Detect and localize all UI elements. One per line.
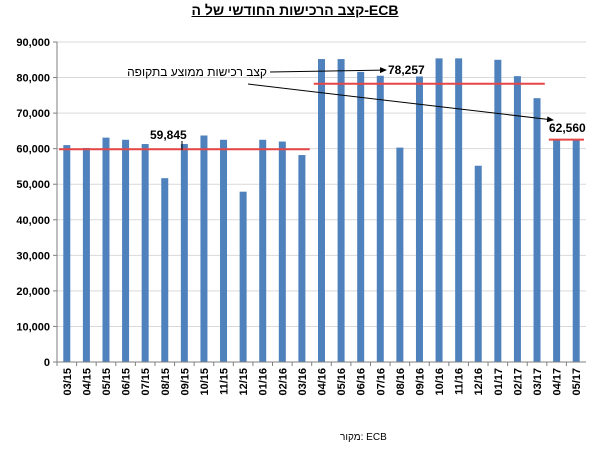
- x-tick-label: 02/16: [277, 368, 289, 396]
- bar: [82, 147, 90, 362]
- x-tick-label: 07/15: [140, 368, 152, 396]
- bar: [122, 139, 130, 362]
- average-lines: [59, 82, 584, 151]
- y-tick-label: 50,000: [16, 179, 50, 191]
- bars: [63, 58, 580, 363]
- x-tick-label: 11/15: [219, 368, 231, 395]
- y-tick-label: 70,000: [16, 108, 50, 120]
- y-tick-label: 30,000: [16, 250, 50, 262]
- x-tick-label: 12/15: [238, 368, 250, 396]
- x-tick-label: 03/15: [62, 368, 74, 396]
- annotation-arrow: [247, 83, 554, 123]
- bar: [318, 59, 325, 363]
- x-tick-label: 12/16: [473, 368, 485, 396]
- bar: [357, 71, 365, 362]
- bar: [337, 59, 345, 363]
- bar: [435, 58, 443, 362]
- x-tick-label: 03/17: [532, 368, 544, 396]
- x-tick-label: 01/16: [258, 368, 270, 396]
- y-tick-label: 10,000: [16, 321, 50, 333]
- y-tick-label: 90,000: [16, 37, 50, 49]
- bar: [455, 58, 463, 362]
- x-tick-label: 08/15: [160, 368, 172, 396]
- x-tick-label: 05/15: [101, 368, 113, 396]
- bar: [494, 59, 502, 363]
- chart-title: קצב הרכישות החודשי של ה-ECB: [191, 2, 399, 18]
- bar: [220, 139, 228, 362]
- bar: [396, 147, 404, 362]
- x-tick-label: 10/16: [434, 368, 446, 396]
- bar: [259, 139, 267, 362]
- bar: [298, 155, 306, 362]
- average-value-label: 78,257: [388, 63, 425, 77]
- x-tick-label: 07/16: [375, 368, 387, 396]
- x-tick-label: 08/16: [395, 368, 407, 396]
- x-tick-label: 10/15: [199, 368, 211, 396]
- y-tick-label: 0: [44, 357, 50, 369]
- x-tick-label: 05/16: [336, 368, 348, 396]
- x-tick-label: 04/16: [317, 368, 329, 396]
- labels: 0 10,000 20,000 30,000 40,000 50,000 60,000 70,…: [16, 37, 586, 396]
- bar: [415, 76, 423, 362]
- bar: [239, 191, 247, 362]
- y-tick-label: 40,000: [16, 215, 50, 227]
- x-tick-label: 09/15: [179, 368, 191, 396]
- x-tick-label: 09/16: [414, 368, 426, 396]
- bar: [278, 141, 286, 362]
- bar: [200, 135, 208, 362]
- x-tick-label: 01/17: [493, 368, 505, 396]
- bar: [63, 145, 71, 362]
- bar: [376, 75, 384, 363]
- annotation-label: קצב רכישות ממוצע בתקופה: [127, 65, 267, 79]
- source-note: מקור: ECB: [340, 432, 387, 443]
- bar: [141, 144, 149, 362]
- average-value-label: 62,560: [549, 121, 586, 135]
- bar: [102, 137, 110, 362]
- annotation: קצב רכישות ממוצע בתקופה: [127, 65, 554, 150]
- bar: [533, 98, 541, 362]
- x-tick-label: 06/16: [356, 368, 368, 396]
- bar: [474, 165, 482, 362]
- y-tick-label: 20,000: [16, 286, 50, 298]
- bar: [572, 139, 580, 362]
- y-tick-label: 80,000: [16, 73, 50, 85]
- bar: [513, 76, 521, 362]
- average-value-label: 59,845: [150, 128, 187, 142]
- x-tick-label: 04/17: [552, 368, 564, 396]
- x-tick-label: 11/16: [454, 368, 466, 395]
- x-tick-label: 05/17: [571, 368, 583, 396]
- annotation-arrow: [269, 67, 387, 74]
- x-tick-label: 03/16: [297, 368, 309, 396]
- bar: [553, 139, 561, 362]
- bar: [180, 144, 188, 362]
- bar: [161, 178, 169, 362]
- y-tick-label: 60,000: [16, 144, 50, 156]
- x-tick-label: 06/15: [121, 368, 133, 396]
- x-tick-label: 04/15: [81, 368, 93, 396]
- x-tick-label: 02/17: [512, 368, 524, 396]
- axes: [53, 41, 586, 366]
